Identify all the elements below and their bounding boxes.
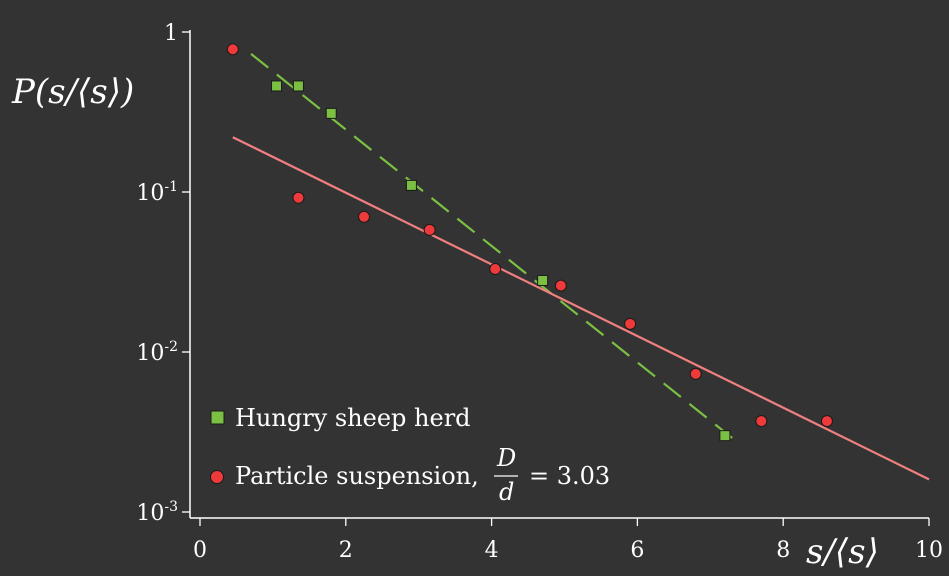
point-particle [292,191,305,204]
legend-fraction-numerator: D [496,444,516,472]
x-tick-label: 2 [339,538,353,563]
point-particle [820,415,833,428]
y-axis-title: P(s/⟨s⟩) [11,72,134,112]
point-particle [489,263,502,276]
y-tick-label: 10-3 [136,499,178,526]
x-axis-title: s/⟨s⟩ [806,532,879,572]
x-tick-label: 0 [193,538,207,563]
y-tick-label: 10-2 [136,339,178,366]
y-tick-label: 10-1 [136,179,178,206]
x-tick-label: 8 [776,538,790,563]
legend-fraction-value: = 3.03 [529,462,610,490]
legend-marker-particle [210,470,224,484]
ticks: 0 2 4 6 8 10 1 10-1 10-2 10-3 [136,21,943,563]
point-particle [226,43,239,56]
point-sheep [537,274,549,286]
y-tick-label: 1 [164,21,178,46]
fit-line-sheep [250,53,733,439]
point-particle [624,317,637,330]
point-sheep [719,430,731,442]
x-tick-label: 4 [485,538,499,563]
plot-frame [189,30,929,519]
point-sheep [271,80,283,92]
point-particle [689,367,702,380]
point-particle [755,415,768,428]
point-sheep [405,179,417,191]
point-particle [423,223,436,236]
x-tick-label: 10 [915,538,943,563]
point-sheep [325,107,337,119]
x-tick-label: 6 [630,538,644,563]
legend-label-particle: Particle suspension, [235,462,479,490]
legend: Hungry sheep herd Particle suspension, D… [210,404,610,506]
legend-marker-sheep [210,410,225,425]
point-particle [554,279,567,292]
data-points [226,43,833,442]
point-particle [358,210,371,223]
fit-line-particle [232,136,930,481]
point-sheep [292,80,304,92]
legend-fraction-denominator: d [499,478,514,506]
legend-label-sheep: Hungry sheep herd [235,404,471,432]
